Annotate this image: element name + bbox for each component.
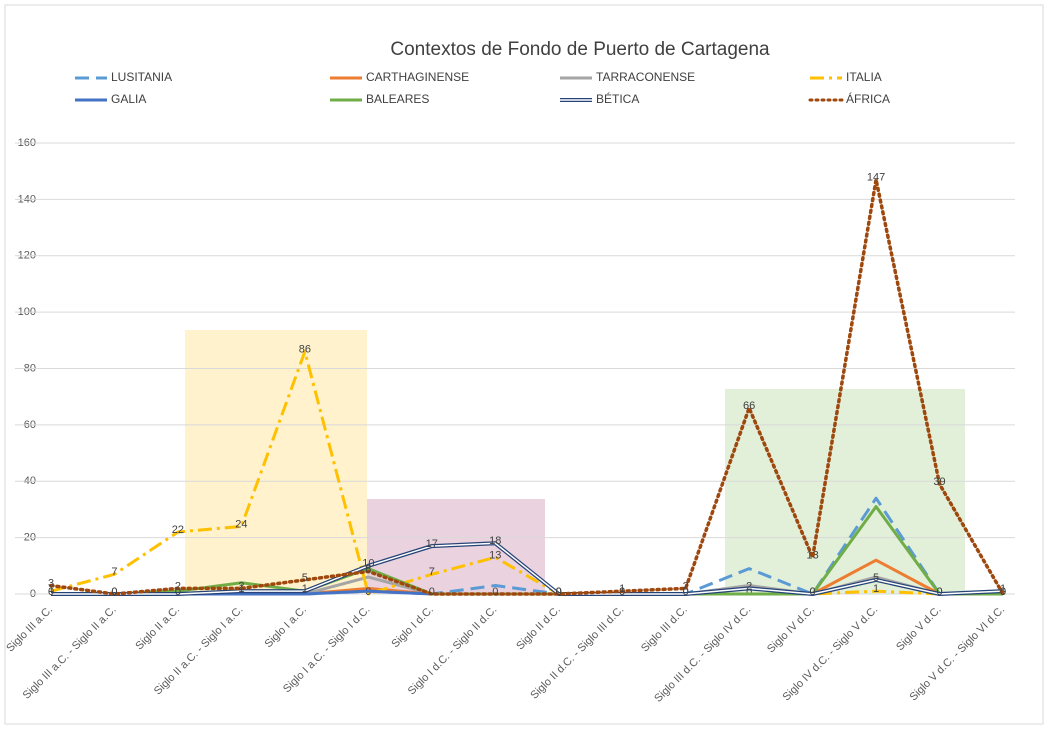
- legend-label: ITALIA: [846, 70, 882, 84]
- data-label: 1: [873, 583, 879, 595]
- data-label: 13: [489, 549, 501, 561]
- legend-label: BALEARES: [366, 92, 429, 106]
- data-label: 0: [492, 586, 498, 598]
- data-label: 0: [1000, 586, 1006, 598]
- data-label: 86: [299, 343, 311, 355]
- data-label: 0: [111, 586, 117, 598]
- chart-frame: [4, 4, 1044, 725]
- data-label: 1: [1000, 583, 1006, 595]
- data-label: 0: [936, 586, 942, 598]
- legend-label: TARRACONENSE: [596, 70, 695, 84]
- data-label: 18: [489, 535, 501, 547]
- highlight-box: [185, 330, 367, 594]
- legend-label: ÁFRICA: [846, 91, 890, 106]
- data-label: 0: [175, 586, 181, 598]
- series-line: [50, 350, 1003, 596]
- data-label: 0: [556, 586, 562, 598]
- data-label: 0: [810, 586, 816, 598]
- data-label: 10: [362, 558, 374, 570]
- data-label: 0: [746, 586, 752, 598]
- data-label: 2: [746, 580, 752, 592]
- legend-label: GALIA: [111, 92, 146, 106]
- data-label: 147: [867, 172, 885, 184]
- legend-label: BÉTICA: [596, 91, 639, 106]
- data-label: 0: [111, 586, 117, 598]
- data-label: 0: [683, 586, 689, 598]
- data-label: 7: [429, 566, 435, 578]
- highlight-box: [725, 389, 965, 594]
- data-label: 7: [111, 566, 117, 578]
- legend-label: CARTHAGINENSE: [366, 70, 469, 84]
- data-label: 24: [235, 518, 247, 530]
- data-label: 22: [172, 524, 184, 536]
- data-label: 1: [302, 583, 308, 595]
- data-label: 13: [806, 549, 818, 561]
- series-line: [49, 177, 1005, 596]
- chart-title: Contextos de Fondo de Puerto de Cartagen…: [390, 39, 770, 60]
- data-label: 2: [238, 580, 244, 592]
- data-label: 39: [933, 476, 945, 488]
- data-label: 3: [48, 577, 54, 589]
- data-label: 5: [302, 572, 308, 584]
- series-line-inner: [51, 542, 1004, 595]
- data-label: 0: [429, 586, 435, 598]
- data-label: 0: [556, 586, 562, 598]
- data-label: 17: [426, 538, 438, 550]
- data-label: 2: [683, 580, 689, 592]
- data-label: 1: [48, 583, 54, 595]
- data-label: 1: [619, 583, 625, 595]
- data-label: 66: [743, 400, 755, 412]
- legend-label: LUSITANIA: [111, 70, 172, 84]
- data-label: 2: [175, 580, 181, 592]
- data-label: 0: [683, 586, 689, 598]
- data-label: 8: [365, 563, 371, 575]
- data-label: 0: [48, 586, 54, 598]
- data-label: 5: [873, 572, 879, 584]
